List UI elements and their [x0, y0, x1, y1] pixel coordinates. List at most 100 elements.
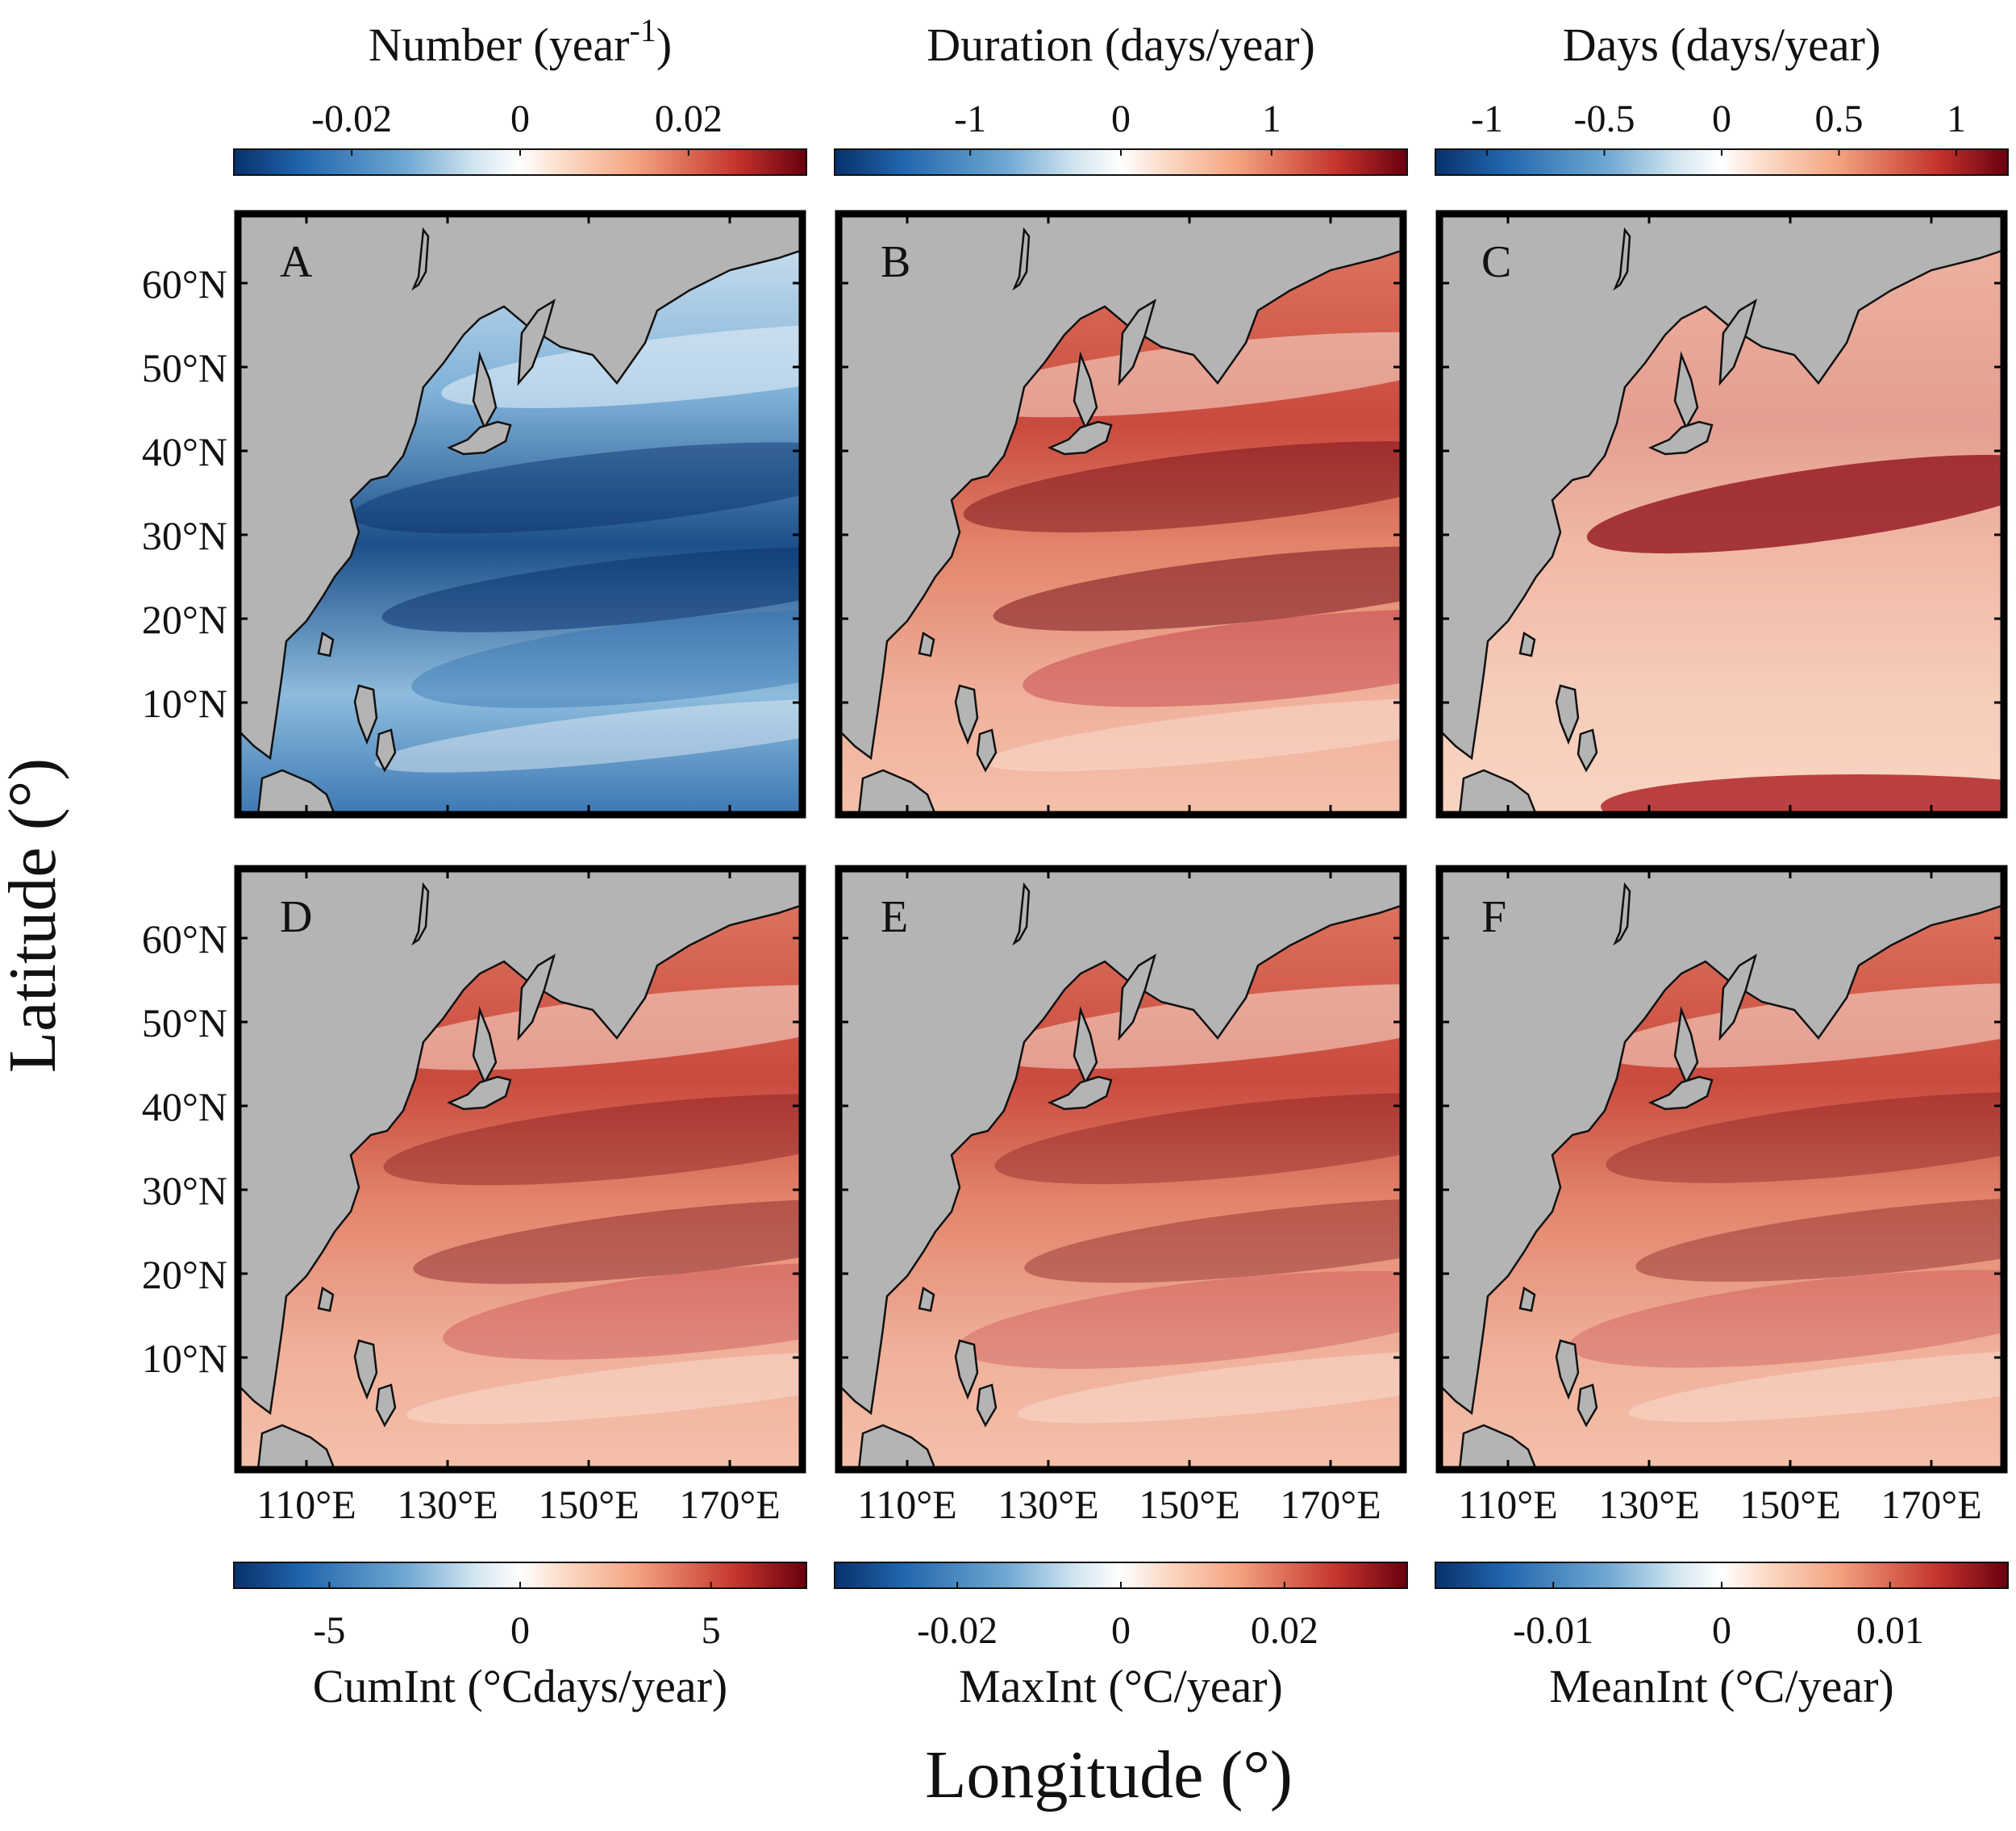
panel-d: D — [234, 865, 806, 1474]
anomaly-band — [963, 441, 1403, 533]
lat-tick-label: 60°N — [142, 916, 227, 961]
lat-tick-label: 40°N — [142, 429, 227, 474]
lon-tick-label: 130°E — [1598, 1482, 1700, 1527]
colorbar-label: CumInt (°Cdays/year) — [313, 1660, 727, 1712]
colorbar-tick-label: 1 — [1947, 98, 1966, 140]
panel-frame — [1435, 210, 2008, 819]
colorbar-gradient — [1435, 1562, 2009, 1589]
lat-tick-label: 20°N — [142, 1252, 227, 1297]
lat-tick-label: 20°N — [142, 597, 227, 642]
panel-frame — [835, 210, 1407, 819]
lat-tick-label: 60°N — [142, 261, 227, 307]
panel-frame — [234, 865, 806, 1474]
lon-tick-label: 130°E — [998, 1482, 1099, 1527]
colorbar-tick-label: 0 — [1712, 98, 1731, 140]
lat-tick-label: 30°N — [142, 1168, 227, 1213]
panel-f: F — [1435, 865, 2008, 1474]
colorbar-tick-label: 5 — [702, 1609, 721, 1652]
lat-tick-label: 40°N — [142, 1084, 227, 1129]
lon-tick-label: 150°E — [538, 1482, 639, 1527]
panel-a: A — [234, 210, 806, 819]
lon-tick-label: 130°E — [397, 1482, 498, 1527]
colorbar-label: Number (year-1) — [369, 12, 672, 71]
panel-e: E — [835, 865, 1407, 1474]
colorbar-tick-label: 0 — [510, 1609, 530, 1652]
panel-letter: E — [881, 892, 908, 942]
lon-tick-label: 150°E — [1739, 1482, 1841, 1527]
colorbar-cumint: -5 0 5 CumInt (°Cdays/year) — [233, 1562, 807, 1712]
panel-frame — [835, 865, 1407, 1474]
lat-tick-label: 10°N — [142, 681, 227, 726]
anomaly-band — [352, 442, 802, 534]
colorbar-tick-label: 1 — [1262, 98, 1281, 140]
anomaly-band — [993, 546, 1403, 632]
latitude-tick-labels: 60°N 50°N 40°N 30°N 20°N 10°N 60°N 50°N 40°N 30°N… — [142, 261, 227, 1381]
panel-letter: D — [280, 892, 312, 942]
colorbar-number: -0.02 0 0.02 Number (year-1) — [233, 12, 807, 176]
colorbar-label: MaxInt (°C/year) — [959, 1660, 1283, 1712]
anomaly-band — [441, 323, 802, 409]
colorbar-days: -1 -0.5 0 0.5 1 Days (days/year) — [1435, 19, 2009, 176]
anomaly-band — [1628, 1348, 2004, 1422]
lon-tick-label: 110°E — [1458, 1482, 1558, 1527]
lat-tick-label: 50°N — [142, 1000, 227, 1045]
map-panels: A B C D E F — [234, 210, 2008, 1474]
x-axis-label: Longitude (°) — [925, 1737, 1293, 1812]
y-axis-label: Latitude (°) — [0, 758, 70, 1073]
anomaly-band — [406, 1350, 802, 1424]
anomaly-band — [376, 985, 802, 1070]
colorbar-meanint: -0.01 0 0.01 MeanInt (°C/year) — [1435, 1562, 2009, 1712]
colorbar-tick-label: -0.02 — [311, 98, 392, 140]
lat-tick-label: 30°N — [142, 513, 227, 558]
colorbar-tick-label: -0.02 — [917, 1609, 998, 1652]
anomaly-band — [1017, 1349, 1403, 1424]
anomaly-band — [1023, 609, 1403, 707]
colorbar-tick-label: 0 — [1111, 98, 1131, 140]
colorbar-label: Days (days/year) — [1563, 19, 1881, 71]
anomaly-band — [413, 1199, 802, 1284]
colorbar-label: MeanInt (°C/year) — [1549, 1660, 1893, 1712]
colorbars: -0.02 0 0.02 Number (year-1) -1 0 1 Duration (d… — [233, 12, 2009, 1712]
panel-letter: A — [280, 237, 313, 287]
anomaly-band — [1024, 1198, 1403, 1283]
colorbar-tick-label: 0.01 — [1856, 1609, 1924, 1652]
panel-letter: C — [1481, 237, 1511, 287]
anomaly-band — [994, 1093, 1403, 1185]
lon-tick-label: 110°E — [857, 1482, 957, 1527]
colorbar-tick-label: 0.5 — [1814, 98, 1863, 140]
lat-tick-label: 50°N — [142, 345, 227, 390]
lon-tick-label: 170°E — [679, 1482, 781, 1527]
colorbar-tick-label: -1 — [954, 98, 986, 140]
anomaly-band — [1568, 1270, 2004, 1368]
colorbar-tick-label: -0.01 — [1513, 1609, 1593, 1652]
anomaly-band — [957, 1270, 1403, 1369]
panel-letter: B — [881, 237, 910, 287]
panel-b: B — [835, 210, 1407, 819]
anomaly-band — [1598, 982, 2004, 1068]
anomaly-band — [987, 983, 1403, 1070]
anomaly-band — [374, 699, 802, 773]
lon-tick-label: 110°E — [256, 1482, 356, 1527]
anomaly-band — [443, 1262, 802, 1360]
colorbar-tick-label: -1 — [1471, 98, 1503, 140]
anomaly-band — [1601, 774, 2004, 815]
colorbar-label: Duration (days/year) — [927, 19, 1315, 71]
panel-c: C — [1435, 210, 2008, 819]
anomaly-band — [383, 1094, 802, 1186]
lon-tick-label: 170°E — [1881, 1482, 1982, 1527]
panel-frame — [1435, 865, 2008, 1474]
lon-tick-label: 170°E — [1280, 1482, 1381, 1527]
colorbar-maxint: -0.02 0 0.02 MaxInt (°C/year) — [834, 1562, 1408, 1712]
anomaly-band — [411, 610, 802, 708]
lon-tick-label: 150°E — [1139, 1482, 1240, 1527]
colorbar-tick-label: -0.5 — [1574, 98, 1635, 140]
colorbar-tick-label: 0 — [1712, 1609, 1731, 1652]
colorbar-tick-label: 0.02 — [1251, 1609, 1318, 1652]
colorbar-tick-label: -5 — [313, 1609, 345, 1652]
panel-letter: F — [1481, 892, 1506, 942]
lat-tick-label: 10°N — [142, 1336, 227, 1381]
colorbar-tick-label: 0 — [1111, 1609, 1131, 1652]
anomaly-band — [1635, 1196, 2004, 1282]
anomaly-band — [1586, 454, 2004, 554]
